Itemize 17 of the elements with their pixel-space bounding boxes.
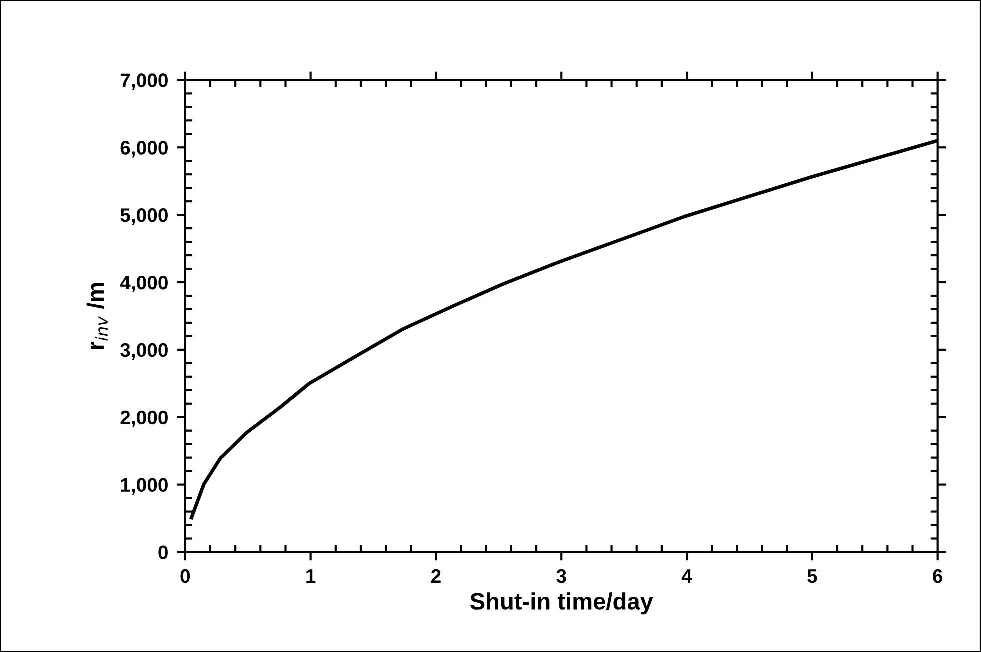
y-tick-label: 6,000 [120, 141, 168, 158]
x-tick-label: 4 [682, 570, 692, 583]
x-tick-label: 1 [306, 570, 316, 583]
x-tick-label: 0 [180, 569, 190, 584]
y-tick-label: 3,000 [120, 343, 168, 360]
x-axis-title: Shut-in time/day [470, 592, 654, 615]
x-tick-label: 2 [431, 569, 441, 583]
y-tick-label: 5,000 [120, 208, 168, 226]
x-tick-label: 3 [556, 569, 566, 584]
y-axis-title: r$_{inv}$ /m [86, 283, 108, 350]
x-tick-label: 6 [933, 569, 943, 584]
y-tick-label: 7,000 [120, 74, 168, 90]
x-tick-label: 5 [808, 570, 818, 584]
y-tick-label: 0 [158, 546, 168, 560]
y-tick-label: 1,000 [121, 478, 168, 495]
y-tick-label: 2,000 [120, 410, 168, 428]
y-tick-label: 4,000 [120, 276, 168, 293]
